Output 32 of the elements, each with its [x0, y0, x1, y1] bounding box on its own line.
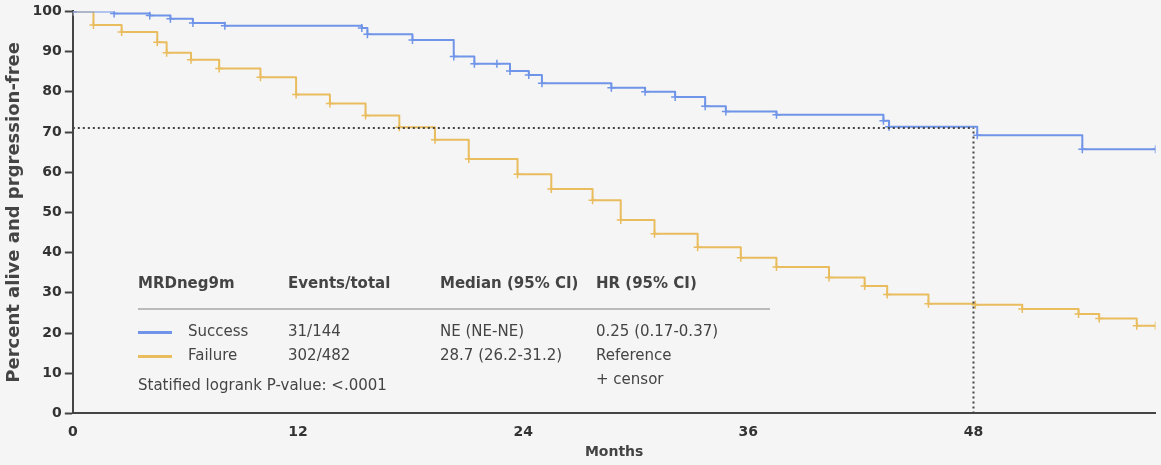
annotation: HR (95% CI) — [596, 274, 697, 292]
legend-title: MRDneg9m — [138, 274, 235, 292]
y-tick-label: 40 — [42, 243, 63, 260]
annotation: 28.7 (26.2-31.2) — [440, 346, 563, 364]
x-tick-label: 12 — [288, 423, 308, 440]
annotation: 302/482 — [288, 346, 351, 364]
annotation: NE (NE-NE) — [440, 322, 524, 340]
annotation: Reference — [596, 346, 672, 364]
annotation: Statified logrank P-value: <.0001 — [138, 376, 387, 394]
x-tick-label: 48 — [963, 423, 984, 440]
annotation: 0.25 (0.17-0.37) — [596, 322, 719, 340]
annotation: 31/144 — [288, 322, 341, 340]
y-tick-label: 30 — [42, 283, 63, 300]
y-tick-label: 0 — [52, 404, 63, 421]
annotation: Median (95% CI) — [440, 274, 579, 292]
y-tick-label: 50 — [42, 203, 63, 220]
annotation: Events/total — [288, 274, 391, 292]
x-tick-label: 24 — [513, 423, 534, 440]
x-axis-title: Months — [584, 443, 644, 460]
annotation: + censor — [596, 370, 664, 388]
x-tick-label: 0 — [67, 423, 78, 440]
y-tick-label: 90 — [42, 42, 63, 59]
y-tick-label: 70 — [42, 122, 63, 139]
y-tick-label: 10 — [42, 363, 63, 380]
y-tick-label: 100 — [32, 2, 63, 19]
legend-label: Failure — [188, 346, 238, 364]
y-tick-label: 60 — [42, 162, 63, 179]
y-tick-label: 80 — [42, 82, 63, 99]
y-axis-title: Percent alive and prgression-free — [2, 42, 24, 383]
x-tick-label: 36 — [738, 423, 759, 440]
legend-label: Success — [188, 322, 249, 340]
y-tick-label: 20 — [42, 323, 63, 340]
